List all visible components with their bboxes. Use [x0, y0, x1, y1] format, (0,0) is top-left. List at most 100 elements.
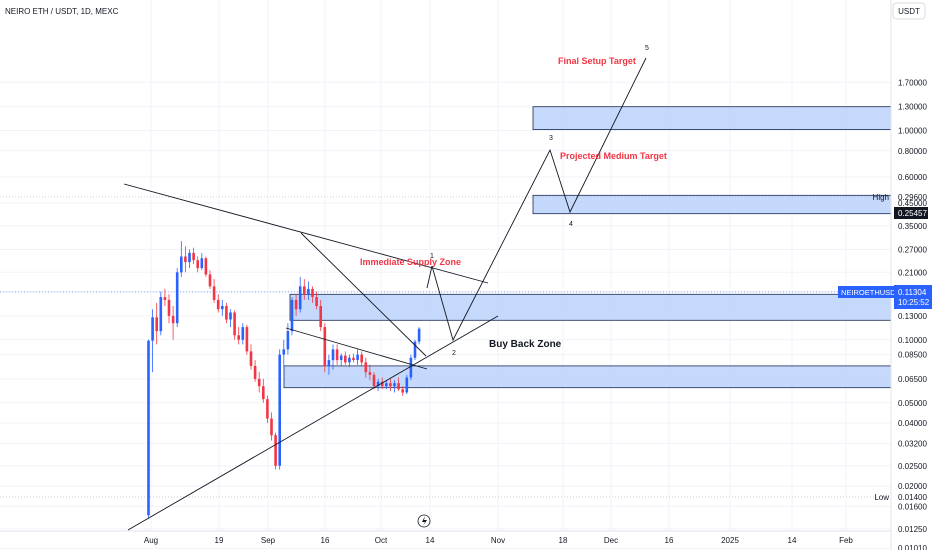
candle-up [175, 272, 179, 324]
candle-down [352, 357, 355, 360]
price-tick-label: 1.00000 [898, 127, 927, 136]
candle-down [360, 354, 363, 363]
candle-down [196, 260, 199, 269]
candle-down [171, 315, 175, 324]
candle-up [290, 299, 294, 332]
candle-down [323, 327, 327, 366]
chart-grid [0, 0, 891, 549]
symbol-title[interactable]: NEIRO ETH / USDT, 1D, MEXC [5, 7, 119, 16]
candle-down [216, 299, 220, 310]
candle-up [278, 354, 281, 466]
date-tick-label: 14 [426, 536, 435, 545]
price-tick-label: 0.60000 [898, 173, 927, 182]
current-high-value: 0.25457 [898, 209, 927, 218]
price-tick-label: 0.21000 [898, 268, 927, 277]
candle-down [372, 374, 376, 387]
ticker-label: NEIROETHUSDT [841, 288, 901, 297]
countdown-value: 10:25:52 [898, 298, 930, 307]
date-tick-label: 16 [665, 536, 674, 545]
candle-up [151, 317, 154, 341]
current-high-badge [894, 207, 928, 219]
candle-up [409, 357, 413, 378]
candle-up [393, 383, 396, 387]
candle-up [327, 360, 331, 366]
wave-label-4: 4 [569, 221, 573, 228]
price-tick-label: 0.80000 [898, 147, 927, 156]
price-tick-label: 0.08500 [898, 351, 927, 360]
price-tick-label: 0.35000 [898, 222, 927, 231]
price-tick-label: 0.27000 [898, 246, 927, 255]
wave-projection-path[interactable] [426, 57, 647, 342]
candle-down [335, 349, 339, 361]
date-tick-label: 19 [215, 536, 224, 545]
candle-up [385, 383, 388, 387]
candle-down [319, 306, 322, 328]
candle-up [307, 288, 310, 295]
candle-down [311, 288, 314, 297]
candle-down [249, 351, 253, 366]
candle-up [188, 252, 191, 263]
candle-down [389, 383, 392, 387]
candle-up [339, 355, 343, 360]
wave-label-3: 3 [549, 135, 553, 142]
price-tick-label: 0.01250 [898, 525, 927, 534]
candle-down [266, 399, 269, 419]
high-label: High [873, 193, 889, 202]
date-tick-label: Aug [144, 536, 158, 545]
candle-down [184, 256, 187, 263]
immediate-supply-zone-label: Immediate Supply Zone [360, 257, 461, 267]
candle-up [200, 258, 204, 269]
candle-down [155, 317, 158, 332]
candle-up [356, 354, 359, 361]
final-setup-target-label: Final Setup Target [558, 56, 636, 66]
candle-down [364, 362, 368, 373]
date-tick-label: Nov [491, 536, 505, 545]
last-price-badge [894, 285, 932, 309]
last-price-value: 0.11304 [898, 288, 927, 297]
candle-down [208, 274, 212, 287]
date-axis[interactable]: Aug 19 Sep 16 Oct 14 Nov 18 Dec 16 2025 14 Feb [144, 536, 854, 545]
price-tick-label: 0.01010 [898, 544, 927, 550]
date-tick-label: 2025 [721, 536, 739, 545]
final-setup-target-zone[interactable] [532, 106, 892, 130]
candle-down [192, 252, 195, 261]
flash-icon-bolt [422, 516, 427, 526]
candle-down [294, 299, 298, 310]
projected-medium-target-zone[interactable] [532, 194, 892, 215]
candle-down [270, 418, 273, 436]
candle-up [331, 349, 335, 361]
candle-up [282, 349, 286, 355]
immediate-supply-zone[interactable] [289, 293, 892, 321]
falling-wedge-lower-line[interactable] [285, 327, 428, 370]
price-tick-label: 1.70000 [898, 78, 927, 87]
candle-down [262, 386, 265, 400]
date-tick-label: Dec [604, 536, 618, 545]
price-tick-label: 0.10000 [898, 336, 927, 345]
candle-down [397, 383, 400, 390]
ticker-badge [838, 286, 894, 298]
price-tick-label: 0.02000 [898, 482, 927, 491]
date-tick-label: Feb [839, 536, 853, 545]
candle-down [167, 299, 171, 316]
falling-wedge-upper-line[interactable] [300, 232, 427, 357]
candle-up [159, 297, 163, 332]
price-tick-label: 1.30000 [898, 103, 927, 112]
candle-down [257, 378, 261, 387]
candle-down [344, 355, 347, 363]
currency-button[interactable] [892, 2, 926, 20]
date-tick-label: 16 [321, 536, 330, 545]
price-tick-label: 0.01600 [898, 502, 927, 511]
candle-down [225, 306, 228, 320]
candle-down [237, 335, 240, 340]
candle-down [253, 365, 257, 379]
descending-resistance-line[interactable] [123, 183, 489, 284]
candle-down [163, 297, 167, 300]
candle-down [401, 389, 404, 393]
candle-down [245, 327, 249, 352]
price-axis[interactable]: 1.70000 1.30000 1.00000 0.80000 0.60000 0.450… [898, 78, 927, 550]
ascending-support-line[interactable] [127, 315, 499, 531]
candle-up [229, 312, 232, 320]
candle-up [147, 340, 150, 516]
zones-layer [283, 106, 892, 389]
